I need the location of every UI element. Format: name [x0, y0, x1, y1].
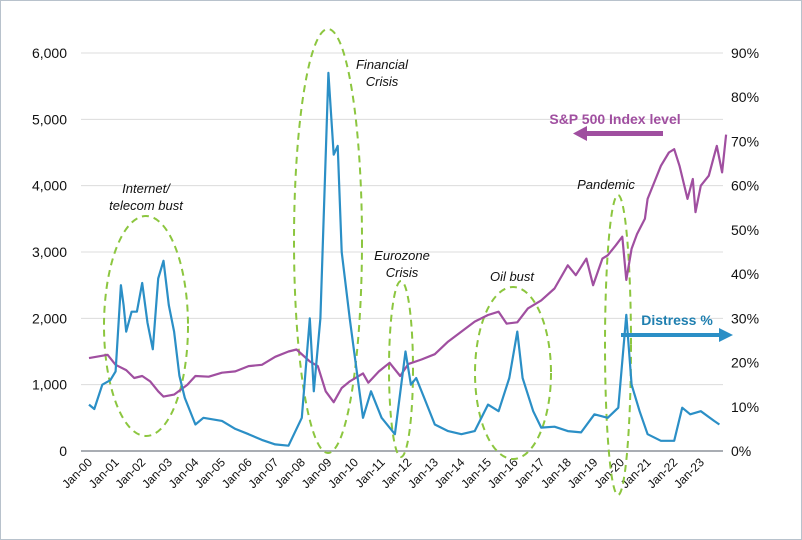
- left-tick-label: 4,000: [32, 178, 67, 194]
- right-tick-label: 40%: [731, 266, 759, 282]
- distress-arrow: [621, 328, 733, 342]
- pandemic-label: Pandemic: [577, 177, 635, 192]
- left-tick-label: 1,000: [32, 377, 67, 393]
- left-tick-label: 5,000: [32, 111, 67, 127]
- left-tick-label: 2,000: [32, 310, 67, 326]
- right-tick-label: 60%: [731, 178, 759, 194]
- oil-bust-label: Oil bust: [490, 269, 535, 284]
- right-tick-label: 80%: [731, 89, 759, 105]
- sp500-legend-label: S&P 500 Index level: [549, 111, 680, 127]
- internet-bust-label-2: telecom bust: [109, 198, 184, 213]
- eurozone-crisis-label-2: Crisis: [386, 265, 419, 280]
- right-tick-label: 30%: [731, 310, 759, 326]
- right-tick-label: 90%: [731, 45, 759, 61]
- right-tick-label: 0%: [731, 443, 751, 459]
- financial-crisis-label-2: Crisis: [366, 74, 399, 89]
- left-tick-label: 6,000: [32, 45, 67, 61]
- sp500-series-line: [88, 134, 728, 404]
- x-tick-label: Jan-10: [325, 455, 361, 491]
- financial-crisis-ellipse: [293, 28, 363, 454]
- internet-bust-label-1: Internet/: [122, 181, 171, 196]
- left-tick-label: 3,000: [32, 244, 67, 260]
- distress-series-line: [88, 71, 721, 447]
- distress-legend-label: Distress %: [641, 312, 713, 328]
- x-tick-label: Jan-23: [671, 455, 707, 491]
- sp500-arrow: [573, 126, 663, 141]
- internet-bust-ellipse: [103, 215, 189, 437]
- right-tick-label: 70%: [731, 133, 759, 149]
- eurozone-crisis-ellipse: [388, 280, 414, 458]
- pandemic-ellipse: [604, 194, 632, 496]
- right-tick-label: 20%: [731, 355, 759, 371]
- right-tick-label: 10%: [731, 399, 759, 415]
- financial-crisis-label-1: Financial: [356, 57, 409, 72]
- right-tick-label: 50%: [731, 222, 759, 238]
- oil-bust-ellipse: [474, 286, 552, 460]
- left-tick-label: 0: [59, 443, 67, 459]
- eurozone-crisis-label-1: Eurozone: [374, 248, 430, 263]
